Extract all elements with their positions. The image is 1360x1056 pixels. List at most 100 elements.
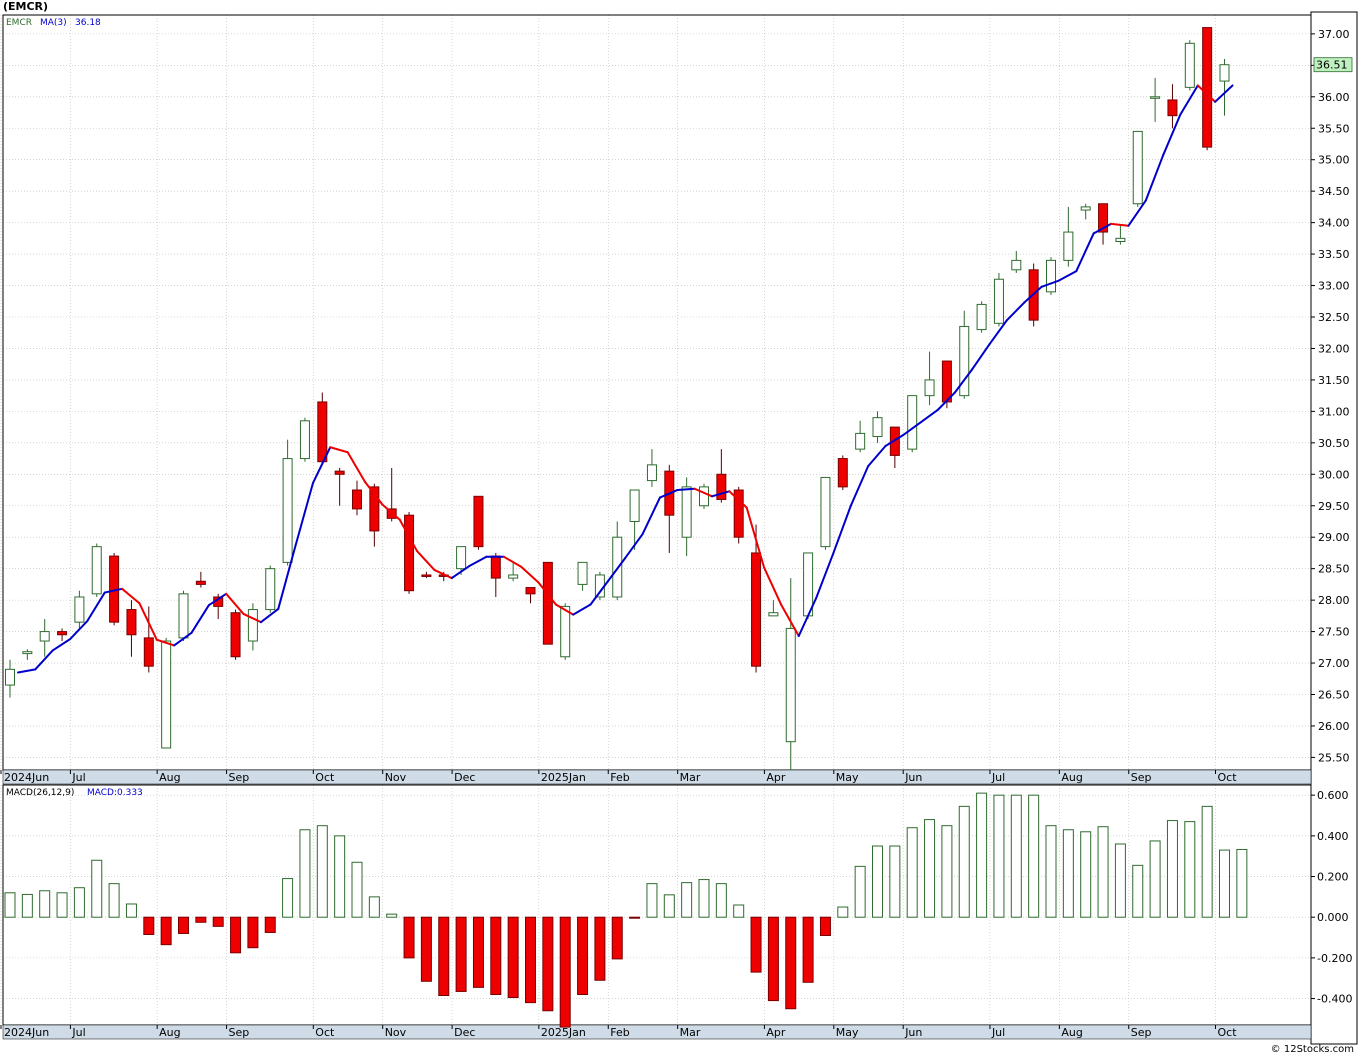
macd-bar	[715, 883, 727, 918]
candle-body	[837, 458, 848, 488]
macd-bar	[854, 865, 866, 918]
candle-body	[39, 631, 50, 642]
macd-bar	[316, 825, 328, 918]
price-tick-label: 33.00	[1318, 280, 1350, 293]
macd-bar	[1201, 805, 1213, 918]
candle-body	[820, 476, 831, 548]
macd-tick-label: 0.000	[1317, 911, 1349, 924]
date-label: Aug	[1061, 1026, 1082, 1039]
candle-body	[594, 574, 605, 598]
date-label: 2025Jan	[541, 1026, 586, 1039]
ma-segment	[606, 556, 627, 583]
candle-body	[1046, 259, 1056, 293]
macd-bar	[403, 916, 415, 959]
price-tick-label: 30.00	[1318, 468, 1350, 481]
macd-bar	[1219, 849, 1230, 918]
date-label: Sep	[1131, 771, 1152, 784]
macd-bar	[525, 916, 536, 1004]
date-label: 2025Jan	[541, 771, 586, 784]
candle-body	[716, 473, 727, 500]
ma-segment	[1144, 154, 1165, 202]
candle-body	[126, 609, 137, 636]
macd-bar	[143, 916, 155, 935]
macd-bar	[993, 794, 1005, 918]
candle-body	[490, 555, 501, 579]
date-label: Jul	[991, 771, 1005, 784]
macd-bar	[39, 890, 51, 918]
ma-line	[17, 84, 1234, 674]
ma-segment	[294, 482, 314, 547]
candle-body	[1132, 130, 1143, 205]
candle-body	[421, 574, 432, 577]
candle-body	[473, 495, 484, 548]
candle-body	[299, 420, 310, 460]
ma-segment	[780, 604, 800, 637]
candle-body	[247, 609, 258, 642]
macd-bars	[4, 792, 1248, 1028]
date-label: Dec	[454, 771, 475, 784]
candle-body	[334, 470, 345, 475]
date-label: Nov	[385, 771, 407, 784]
macd-bar	[1028, 794, 1040, 918]
ma-segment	[641, 496, 661, 536]
date-label: 2024Jun	[4, 1026, 49, 1039]
candle-body	[317, 401, 328, 463]
grid	[0, 15, 1311, 1025]
candle-body	[785, 627, 796, 743]
price-tick-label: 33.50	[1318, 248, 1350, 261]
ma-segment	[86, 591, 106, 622]
macd-bar	[368, 896, 380, 918]
chart-title: (EMCR)	[3, 0, 49, 13]
candle-body	[5, 668, 15, 686]
candle-body	[629, 489, 640, 522]
price-candles	[5, 27, 1230, 770]
candle-body	[1167, 99, 1178, 117]
date-label: Oct	[1218, 1026, 1238, 1039]
price-tick-label: 35.00	[1318, 154, 1350, 167]
ma-segment	[988, 319, 1008, 346]
price-tick-label: 25.50	[1318, 751, 1350, 764]
macd-bar	[1045, 825, 1057, 918]
date-label: Jul	[991, 1026, 1005, 1039]
ma-segment	[381, 503, 401, 521]
date-label: Aug	[1061, 771, 1082, 784]
price-tick-label: 27.00	[1318, 657, 1350, 670]
legend-symbol: EMCR	[6, 18, 32, 28]
ma-segment	[1162, 113, 1182, 157]
macd-bar	[282, 878, 294, 918]
ma-segment	[242, 612, 262, 624]
date-label: Dec	[454, 1026, 475, 1039]
macd-tick-label: -0.400	[1317, 993, 1352, 1006]
price-tick-label: 35.50	[1318, 122, 1350, 135]
ma-segment	[1110, 222, 1130, 227]
macd-bar	[264, 916, 276, 933]
ma-segment	[1023, 285, 1043, 304]
candle-body	[265, 568, 276, 611]
candle-body	[1098, 203, 1109, 233]
candle-body	[959, 325, 970, 397]
macd-bar	[247, 916, 259, 949]
macd-bar	[785, 916, 797, 1010]
candle-body	[560, 605, 571, 658]
date-label: Aug	[159, 1026, 180, 1039]
price-tick-label: 29.50	[1318, 500, 1350, 513]
macd-bar	[1166, 820, 1178, 918]
date-label: Oct	[315, 771, 335, 784]
price-tick-label: 36.00	[1318, 91, 1350, 104]
macd-bar	[386, 913, 398, 918]
ma-segment	[728, 490, 748, 509]
ma-segment	[849, 465, 870, 507]
macd-bar	[750, 916, 762, 973]
candle-body	[195, 580, 206, 585]
macd-bar	[889, 845, 901, 918]
ma-segment	[364, 480, 384, 506]
candle-body	[976, 303, 987, 331]
candle-body	[1011, 259, 1022, 271]
last-price-label: 36.51	[1316, 59, 1348, 72]
macd-bar	[646, 883, 658, 918]
ma-segment	[34, 649, 54, 671]
date-label: Mar	[680, 1026, 701, 1039]
macd-bar	[472, 916, 484, 988]
ma-segment	[190, 604, 210, 634]
ma-segment	[936, 391, 956, 412]
